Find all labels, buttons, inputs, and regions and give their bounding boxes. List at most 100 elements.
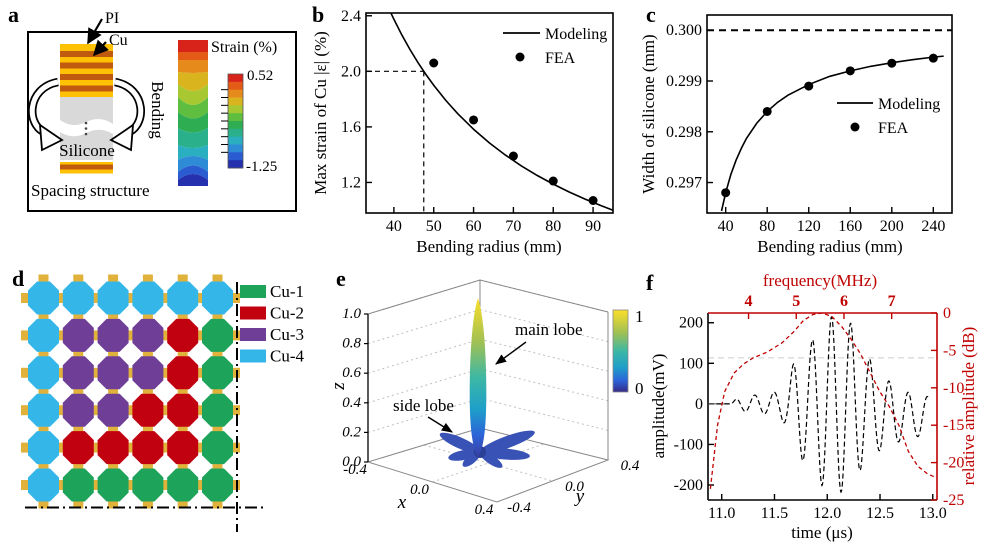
legend-cu-label: Cu-1 — [270, 282, 304, 301]
y-tick-label: 2.4 — [341, 8, 361, 25]
connector-v — [142, 384, 153, 399]
strain-colorbar-min: -1.25 — [246, 159, 277, 175]
x-tick-label: 50 — [426, 218, 442, 235]
connector-v — [177, 422, 188, 436]
connector-h — [193, 293, 207, 303]
connector-h — [158, 480, 172, 490]
mv-tick-label: 200 — [679, 315, 703, 332]
electrode-octagon — [167, 468, 199, 502]
connector-v — [177, 347, 188, 361]
strain-colorbar-title: Strain (%) — [211, 39, 277, 56]
strain-colorbar-segment — [228, 144, 243, 153]
panel-label-f: f — [646, 270, 654, 295]
strain-colorbar-segment — [228, 152, 243, 161]
panel-d-electrode-pattern: Cu-1 Cu-2 Cu-3 Cu-4 — [21, 274, 305, 532]
electrode-octagon — [132, 318, 164, 352]
edge-stub-right — [231, 480, 240, 490]
svg-c-xlabel: Bending radius (mm) — [757, 237, 902, 256]
connector-v — [212, 384, 223, 399]
x-axis-label: x — [397, 492, 407, 513]
pi-arrow — [87, 18, 103, 45]
connector-v — [38, 459, 49, 473]
z-tick-label: 0.2 — [342, 424, 361, 440]
mhz-tick-label: 6 — [840, 293, 848, 310]
y-tick-label: 0.299 — [666, 73, 702, 90]
panel-f-pulse-echo: 11.0 11.5 12.0 12.5 13.0 -200 -100 0 100 200 4 5 6 7 0… — [649, 271, 978, 542]
relative-amplitude-axis-label: relative amplitude (dB) — [959, 327, 978, 486]
legend-modeling-label: Modeling — [878, 96, 940, 113]
connector-v — [142, 347, 153, 361]
silicone-label: Silicone — [59, 141, 115, 160]
strain-contour-band — [178, 174, 208, 186]
strain-contour-band — [178, 165, 208, 180]
connector-h — [124, 442, 137, 453]
x-tick-label: 40 — [718, 218, 734, 235]
connector-h — [54, 480, 68, 490]
legend-fea-label: FEA — [545, 50, 576, 67]
connector-h — [124, 330, 137, 341]
modeling-curve — [720, 55, 944, 212]
connector-h — [193, 367, 207, 378]
connector-v — [177, 384, 188, 399]
svg-b-frame — [365, 12, 614, 214]
strain-colorbar-max: 0.52 — [247, 68, 273, 84]
edge-stub-right — [231, 442, 240, 453]
connector-v — [38, 384, 49, 399]
connector-v — [142, 459, 153, 473]
edge-stub-right — [231, 293, 240, 303]
connector-h — [193, 480, 207, 490]
connector-v — [108, 422, 119, 436]
electrode-octagon — [62, 281, 94, 315]
mhz-tick-label: 4 — [745, 293, 753, 310]
connector-h — [54, 442, 68, 453]
edge-stub-bottom — [177, 499, 188, 509]
modeling-curve — [390, 13, 614, 211]
fea-data-point — [804, 81, 814, 91]
y-tick-label: -0.4 — [507, 500, 531, 516]
electrode-octagon — [167, 431, 199, 465]
top-edges — [367, 279, 609, 315]
connector-v — [73, 310, 84, 324]
x-tick-label: 40 — [386, 218, 402, 235]
connector-h — [54, 367, 68, 378]
pi-label: PI — [105, 10, 119, 27]
echo-waveform — [716, 315, 929, 494]
side-lobe — [479, 451, 503, 468]
electrode-octagon — [97, 393, 129, 427]
db-tick-label: -10 — [943, 380, 964, 397]
electrode-octagon — [132, 393, 164, 427]
edge-stub-left — [21, 442, 30, 453]
connector-h — [193, 405, 207, 416]
connector-v — [212, 422, 223, 436]
electrode-octagon — [28, 393, 59, 427]
electrode-octagon — [202, 393, 233, 427]
legend-swatch — [240, 306, 266, 320]
main-lobe — [469, 298, 487, 457]
y-axis-label: y — [574, 486, 585, 507]
connector-v — [108, 310, 119, 324]
x-tick-label: 160 — [838, 218, 862, 235]
edge-stub-left — [21, 480, 30, 490]
fea-data-point — [508, 151, 518, 161]
edge-stub-left — [21, 293, 30, 303]
y-tick-label: 1.6 — [341, 119, 361, 136]
connector-v — [38, 422, 49, 436]
legend-cu-label: Cu-2 — [270, 304, 304, 323]
fea-data-point — [762, 106, 772, 116]
connector-h — [124, 480, 137, 490]
electrode-octagon — [97, 468, 129, 502]
svg-b-xlabel: Bending radius (mm) — [416, 237, 561, 256]
legend-dot-sample — [850, 122, 860, 132]
electrode-octagon — [202, 468, 233, 502]
electrode-octagon — [97, 431, 129, 465]
bottom-cu-layer — [60, 164, 113, 170]
connector-v — [73, 347, 84, 361]
time-tick-label: 11.5 — [761, 505, 788, 522]
connector-v — [212, 347, 223, 361]
panel-e-beam-3d: 0.00.20.40.60.81.0z-0.40.00.4x -0.40.00.4… — [328, 279, 644, 518]
edge-stub-left — [21, 330, 30, 341]
connector-h — [158, 367, 172, 378]
fea-data-point — [887, 58, 897, 68]
connector-h — [89, 442, 103, 453]
